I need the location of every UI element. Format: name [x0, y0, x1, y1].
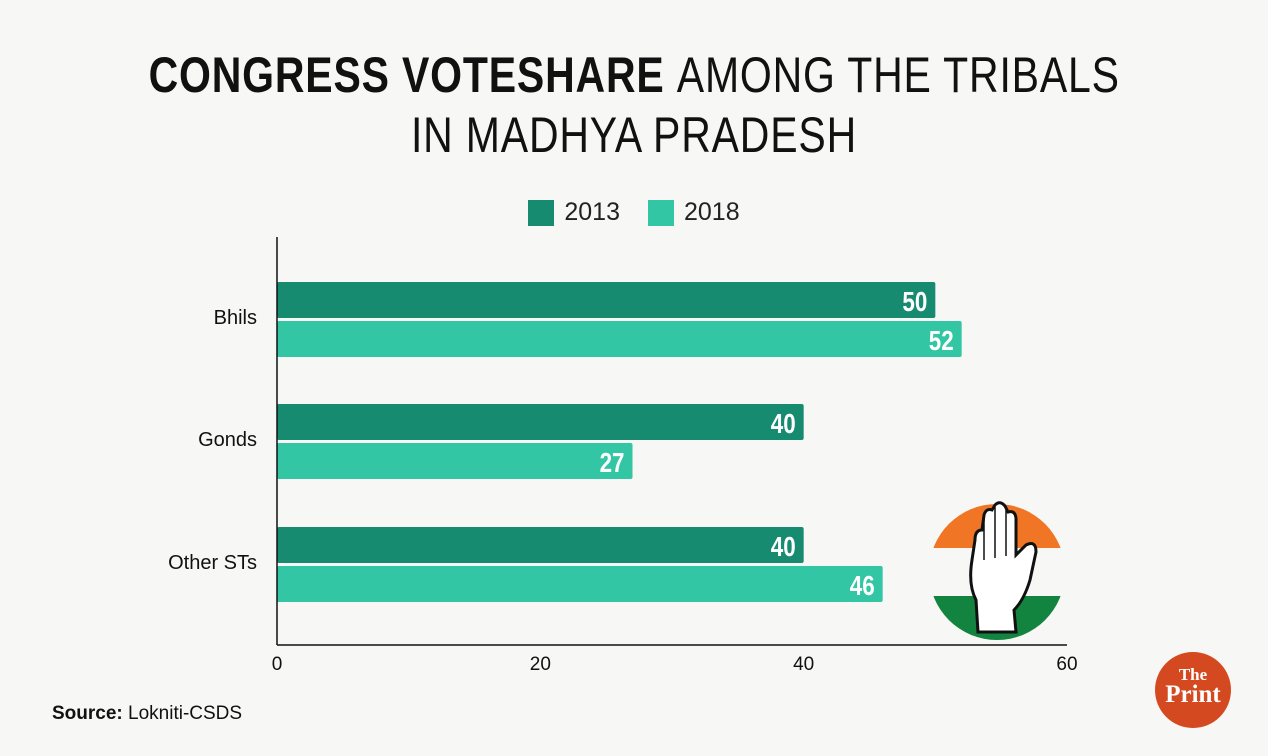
source-note: Source: Lokniti-CSDS — [52, 703, 242, 725]
legend-label-2013: 2013 — [564, 198, 620, 226]
x-tick-label: 60 — [1056, 654, 1077, 675]
bar-2018-bhils — [277, 321, 962, 357]
data-label: 50 — [902, 287, 927, 318]
x-tick-label: 20 — [530, 654, 551, 675]
chart-title-line1: CONGRESS VOTESHARE AMONG THE TRIBALS — [0, 46, 1268, 104]
legend-label-2018: 2018 — [684, 198, 740, 226]
legend-swatch-2013 — [528, 199, 555, 226]
bar-2013-other-sts — [277, 527, 804, 563]
theprint-logo: The Print — [1155, 652, 1231, 728]
bar-2013-gonds — [277, 404, 804, 440]
congress-hand-logo — [929, 501, 1065, 640]
chart-title-line2: IN MADHYA PRADESH — [0, 106, 1268, 164]
chart-title-rest: AMONG THE TRIBALS — [676, 47, 1120, 103]
data-label: 46 — [850, 571, 875, 602]
chart-title-line2-text: IN MADHYA PRADESH — [410, 107, 858, 163]
theprint-logo-print: Print — [1165, 681, 1221, 708]
data-label: 40 — [771, 532, 796, 563]
data-label: 27 — [600, 448, 625, 479]
x-tick-label: 0 — [272, 654, 283, 675]
legend: 2013 2018 — [0, 198, 1268, 227]
data-label: 52 — [929, 326, 954, 357]
category-label: Bhils — [214, 307, 257, 329]
source-value: Lokniti-CSDS — [128, 703, 243, 724]
x-tick-label: 40 — [793, 654, 814, 675]
bar-2018-other-sts — [277, 566, 883, 602]
legend-item-2013: 2013 — [528, 198, 620, 227]
category-label: Gonds — [198, 429, 257, 451]
source-label: Source: — [52, 703, 123, 724]
bar-2018-gonds — [277, 443, 633, 479]
legend-item-2018: 2018 — [648, 198, 740, 227]
data-label: 40 — [771, 409, 796, 440]
chart-title-bold: CONGRESS VOTESHARE — [148, 47, 665, 103]
legend-swatch-2018 — [648, 199, 674, 226]
category-label: Other STs — [168, 552, 257, 574]
bar-2013-bhils — [277, 282, 936, 318]
theprint-logo-the: The — [1178, 665, 1208, 684]
